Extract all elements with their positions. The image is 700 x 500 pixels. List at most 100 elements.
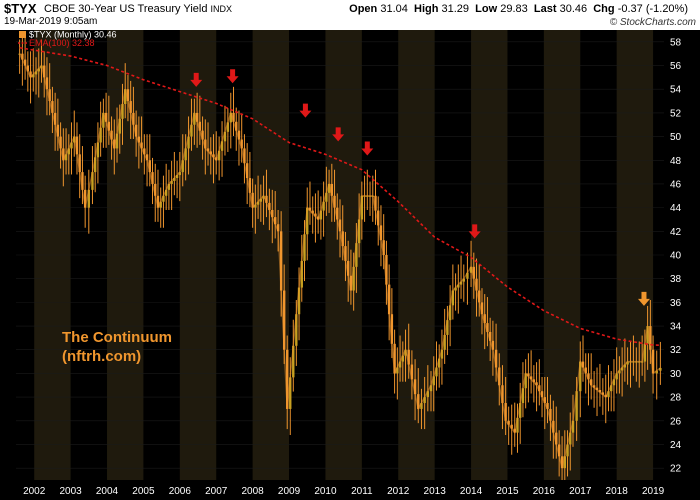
candle-body	[87, 189, 91, 208]
candle-body	[311, 210, 314, 214]
x-tick-label: 2018	[606, 486, 629, 497]
x-tick-label: 2007	[205, 486, 228, 497]
candle-body	[486, 323, 489, 332]
candle-body	[333, 195, 336, 208]
candle-body	[226, 122, 230, 132]
candle-body	[646, 326, 649, 344]
candle-body	[390, 314, 394, 344]
candle-body	[251, 192, 254, 208]
candle-body	[566, 444, 569, 457]
chart-title-text: CBOE 30-Year US Treasury Yield	[44, 3, 208, 15]
candle-body	[190, 124, 193, 137]
candle-body	[235, 121, 238, 131]
x-tick-label: 2014	[460, 486, 483, 497]
y-tick-label: 42	[670, 227, 682, 238]
candle-body	[401, 355, 404, 362]
candle-body	[584, 367, 587, 374]
candle-body	[159, 201, 162, 208]
candle-body	[560, 456, 564, 469]
candle-body	[248, 178, 252, 193]
candle-body	[26, 65, 30, 72]
down-arrow	[637, 291, 650, 306]
candle-body	[651, 349, 655, 374]
candle-body	[527, 373, 530, 377]
annotation-line1: The Continuum	[62, 329, 172, 346]
y-axis: 22 24 26 28 30 32 34 36 38 40 42 44 46 48 50 52 54 56 58	[664, 30, 700, 480]
candle-body	[446, 320, 449, 335]
x-tick-label: 2013	[424, 486, 447, 497]
candle-body	[53, 112, 57, 125]
candle-body	[510, 424, 513, 429]
x-tick-label: 2010	[314, 486, 337, 497]
candle-body	[587, 373, 590, 380]
candle-body	[232, 112, 235, 122]
candle-body	[113, 139, 116, 149]
candle-body	[240, 139, 243, 149]
candle-body	[99, 127, 102, 143]
down-arrow	[226, 69, 239, 84]
candle-body	[448, 305, 452, 321]
annotation: The Continuum (nftrh.com)	[62, 329, 172, 365]
chart-header: $TYX CBOE 30-Year US Treasury Yield INDX …	[0, 0, 700, 30]
candle-body	[271, 210, 274, 218]
candle-body	[480, 302, 484, 315]
candle-body	[75, 136, 79, 155]
candle-body	[102, 112, 105, 128]
candle-body	[398, 361, 402, 368]
candle-body	[615, 373, 618, 380]
candle-body	[184, 148, 187, 161]
x-axis: 2002 2003 2004 2005 2006 2007 2008 2009 2010 2011…	[0, 30, 700, 500]
candle-body	[209, 151, 212, 155]
candle-body	[346, 260, 350, 276]
candle-body	[649, 326, 652, 350]
candle-body	[341, 231, 344, 247]
candle-body	[21, 53, 24, 60]
legend-price: $TYX (Monthly) 30.46	[29, 30, 117, 40]
candle-body	[23, 59, 27, 66]
candle-body	[423, 397, 426, 404]
candle-body	[137, 136, 141, 143]
candle-body	[501, 385, 504, 404]
candle-body	[344, 246, 347, 261]
candle-body	[529, 376, 533, 380]
candle-body	[187, 136, 190, 149]
candle-body	[655, 370, 658, 374]
candle-body	[601, 392, 605, 395]
candle-body	[148, 160, 151, 173]
y-tick-label: 38	[670, 274, 682, 285]
down-arrow	[332, 127, 345, 142]
candle-body	[91, 172, 94, 190]
candle-body	[440, 349, 444, 359]
x-tick-label: 2002	[23, 486, 46, 497]
candle-body	[462, 278, 465, 282]
candle-body	[387, 284, 391, 315]
y-tick-label: 58	[670, 37, 682, 48]
y-tick-label: 30	[670, 369, 682, 380]
candle-body	[115, 133, 119, 149]
candle-body	[357, 219, 361, 244]
candle-body	[338, 219, 342, 232]
candle-body	[67, 148, 70, 155]
candle-body	[540, 391, 544, 398]
candle-body	[151, 172, 154, 184]
candle-body	[549, 408, 552, 421]
candle-body	[198, 121, 202, 131]
candle-body	[410, 364, 414, 380]
candle-body	[360, 195, 364, 220]
x-tick-label: 2019	[642, 486, 665, 497]
candle-body	[643, 343, 647, 362]
candle-body	[618, 370, 621, 374]
candle-body	[279, 231, 283, 291]
candle-body	[178, 172, 182, 176]
candle-body	[254, 204, 257, 208]
candle-body	[352, 266, 355, 291]
candle-body	[256, 201, 260, 205]
candle-body	[504, 403, 507, 421]
candle-body	[220, 141, 224, 151]
candle-body	[154, 183, 157, 196]
candle-body	[438, 358, 441, 368]
candle-body	[193, 112, 196, 125]
candle-body	[121, 104, 124, 119]
candle-body	[132, 112, 135, 125]
signal-arrows	[190, 69, 650, 306]
